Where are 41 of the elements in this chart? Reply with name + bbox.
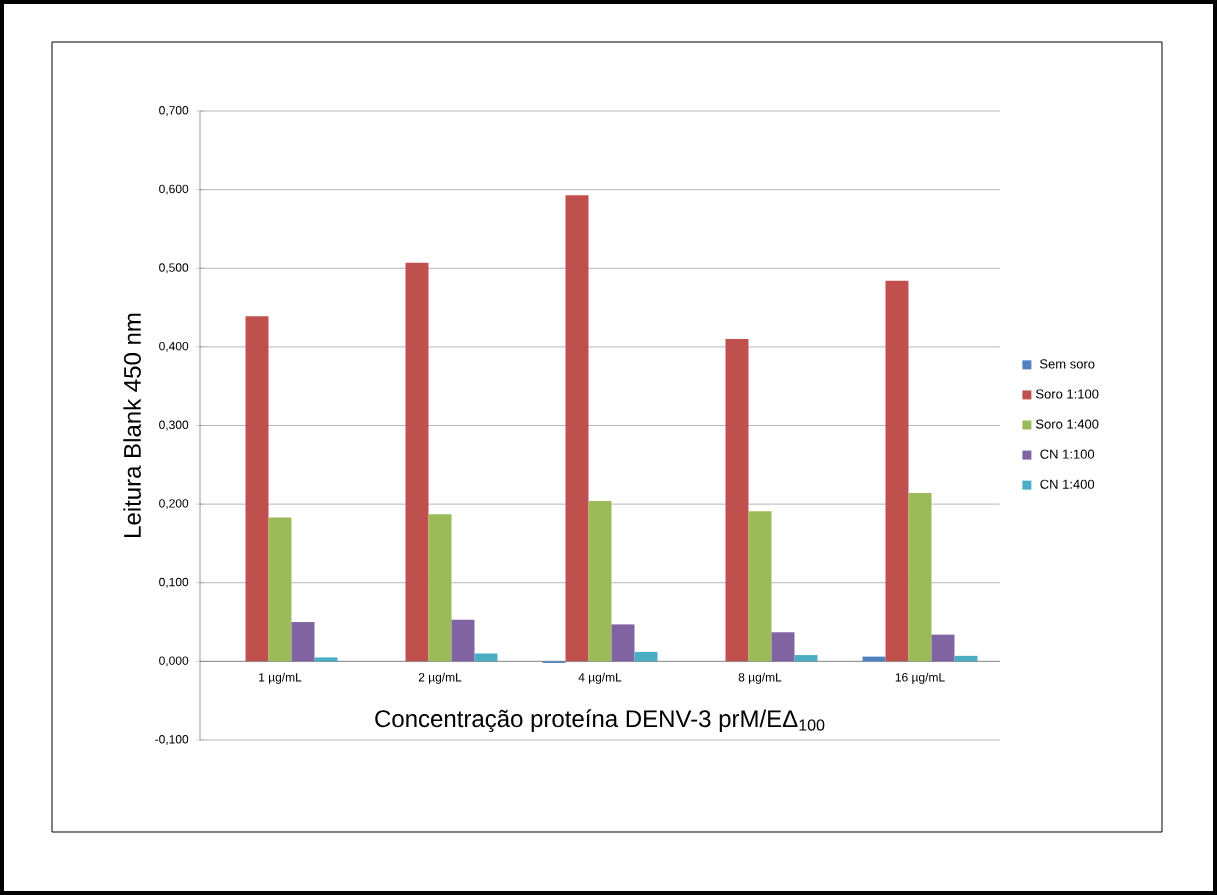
y-tick-label: 0,200 (159, 499, 189, 510)
y-tick-label: 0,400 (159, 341, 189, 352)
x-tick-label: 4 µg/mL (578, 672, 622, 684)
bar (725, 339, 749, 662)
bar (931, 634, 955, 662)
legend-label: Soro 1:400 (1035, 419, 1099, 429)
bar (954, 655, 978, 662)
y-tick-label: 0,700 (159, 106, 189, 116)
bar (634, 651, 658, 662)
bar (291, 622, 315, 662)
x-tick-label: 1 µg/mL (259, 672, 302, 684)
bar (611, 624, 635, 662)
y-tick-label: 0,300 (159, 420, 189, 431)
bar (565, 195, 589, 662)
x-axis-title: Concentração proteína DENV-3 prM/EΔ$_{100}$ (375, 709, 825, 733)
bar (405, 262, 429, 662)
bar (748, 511, 772, 662)
bar (474, 653, 498, 662)
y-tick-label: 0,500 (159, 263, 189, 274)
legend-label: Soro 1:100 (1035, 389, 1099, 399)
legend-label: CN 1:400 (1040, 479, 1095, 489)
bar (588, 500, 612, 662)
y-tick-label: 0,100 (159, 577, 189, 588)
bar (451, 619, 475, 662)
bar (314, 657, 338, 662)
bar (245, 316, 269, 662)
legend-label: CN 1:100 (1040, 449, 1095, 459)
bar (771, 632, 795, 662)
y-tick-label: -0,100 (155, 735, 189, 745)
y-tick-label: 0,000 (159, 656, 189, 667)
y-tick-label: 0,600 (159, 184, 189, 195)
bar (908, 493, 932, 662)
bar (428, 514, 452, 662)
x-tick-label: 16 µg/mL (895, 672, 945, 684)
legend-label: Sem soro (1039, 359, 1095, 369)
bar (268, 517, 292, 662)
bar (794, 655, 818, 662)
x-tick-label: 8 µg/mL (738, 672, 782, 684)
x-tick-label: 2 µg/mL (418, 672, 462, 684)
bar (885, 280, 909, 662)
y-axis-title: Leitura Blank 450 nm (123, 313, 141, 537)
